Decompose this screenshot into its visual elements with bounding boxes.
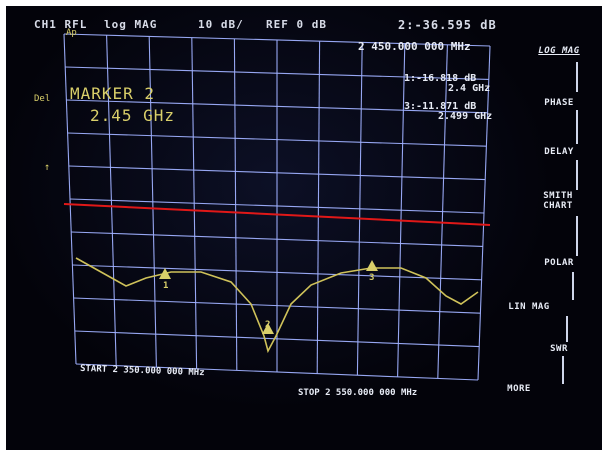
softkey-bracket bbox=[562, 356, 564, 384]
softkey-lin-mag[interactable]: LIN MAG bbox=[494, 302, 564, 312]
del-label: Del bbox=[34, 94, 50, 104]
arrow-up-icon: ↑ bbox=[44, 162, 50, 173]
softkey-phase[interactable]: PHASE bbox=[524, 98, 594, 108]
softkey-bracket bbox=[566, 316, 568, 342]
softkey-bracket bbox=[576, 216, 578, 256]
softkey-smith-chart[interactable]: SMITH CHART bbox=[528, 191, 588, 211]
marker3-freq: 2.499 GHz bbox=[404, 111, 492, 122]
analyzer-screen: CH1 RFL log MAG 10 dB/ REF 0 dB 2:-36.59… bbox=[6, 6, 602, 450]
marker-title: MARKER 2 bbox=[70, 84, 155, 103]
marker1-triangle bbox=[159, 268, 171, 279]
marker3-triangle bbox=[366, 260, 378, 271]
softkey-polar[interactable]: POLAR bbox=[524, 258, 594, 268]
marker2-label: 2 bbox=[265, 320, 270, 330]
marker3-readout: 3:-11.871 dB 2.499 GHz bbox=[404, 102, 492, 122]
softkey-bracket bbox=[576, 160, 578, 190]
stop-frequency: STOP 2 550.000 000 MHz bbox=[298, 388, 417, 398]
ap-label: Ap bbox=[66, 28, 77, 38]
marker3-label: 3 bbox=[369, 273, 374, 283]
marker1-readout: 1:-16.818 dB 2.4 GHz bbox=[404, 74, 490, 94]
softkey-bracket bbox=[572, 272, 574, 300]
softkey-more[interactable]: MORE bbox=[484, 384, 554, 394]
marker1-label: 1 bbox=[163, 281, 168, 291]
softkey-bracket bbox=[576, 62, 578, 92]
marker1-freq: 2.4 GHz bbox=[404, 83, 490, 94]
marker-top-freq: 2 450.000 000 MHz bbox=[358, 40, 471, 53]
softkey-log-mag[interactable]: LOG MAG bbox=[524, 46, 594, 56]
softkey-delay[interactable]: DELAY bbox=[524, 147, 594, 157]
marker-freq: 2.45 GHz bbox=[90, 106, 175, 125]
softkey-swr[interactable]: SWR bbox=[524, 344, 594, 354]
softkey-bracket bbox=[576, 110, 578, 144]
